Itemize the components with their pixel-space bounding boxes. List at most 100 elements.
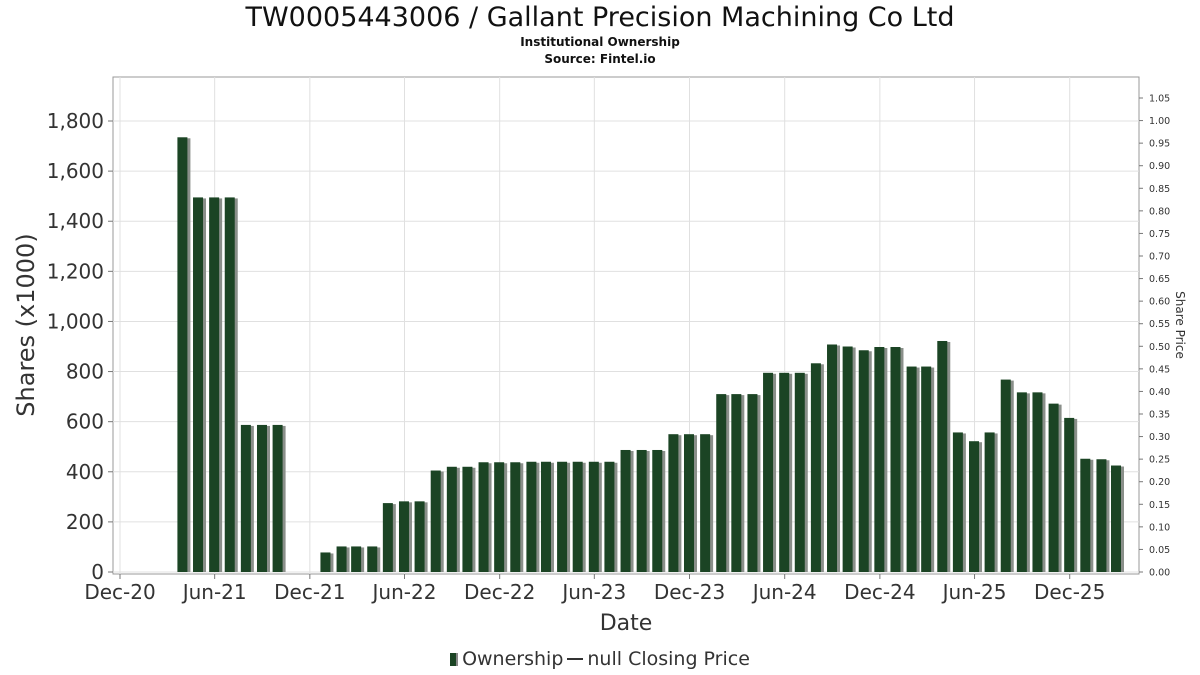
bar-fill <box>588 461 599 572</box>
bar <box>494 462 508 572</box>
chart-title: TW0005443006 / Gallant Precision Machini… <box>245 2 955 33</box>
y2-tick-label: 0.05 <box>1149 545 1170 556</box>
y-tick-label: 1,000 <box>47 309 104 333</box>
y2-tick-label: 0.30 <box>1149 432 1170 443</box>
y2-tick-label: 0.95 <box>1149 139 1170 150</box>
y2-tick-label: 0.25 <box>1149 455 1170 466</box>
bar <box>1111 465 1124 572</box>
closing-price-legend-line <box>567 658 584 660</box>
bar-fill <box>1016 392 1027 572</box>
bar <box>540 461 554 572</box>
legend: Ownership null Closing Price <box>0 648 1200 670</box>
bar-fill <box>430 470 441 572</box>
bar <box>430 470 444 572</box>
bar <box>526 461 540 572</box>
bar-fill <box>827 344 838 572</box>
ownership-legend-swatch <box>450 653 459 666</box>
bar <box>779 372 793 572</box>
bar-fill <box>700 434 711 572</box>
y2-tick-label: 1.00 <box>1149 116 1170 127</box>
bar <box>177 137 191 572</box>
bar <box>858 350 872 572</box>
bar-fill <box>272 424 283 572</box>
bar-fill <box>526 461 537 572</box>
bar-fill <box>747 394 758 572</box>
bar-fill <box>1048 403 1059 572</box>
y2-tick-label: 0.15 <box>1149 500 1170 511</box>
bar-fill <box>1000 379 1011 572</box>
y2-tick-label: 0.80 <box>1149 206 1170 217</box>
bar <box>636 449 650 572</box>
bar <box>747 394 761 572</box>
bar-fill <box>906 366 917 572</box>
bar <box>620 449 634 572</box>
x-axis: Dec-20 Jun-21 Dec-21 Jun-22 Dec-22 Jun-23 Dec-… <box>84 574 1105 604</box>
bar-fill <box>1064 417 1075 572</box>
legend-price-label: null Closing Price <box>587 648 750 670</box>
y2-tick-label: 0.35 <box>1149 410 1170 421</box>
bar-fill <box>937 340 948 572</box>
y2-tick-label: 1.05 <box>1149 94 1170 105</box>
bar <box>1080 458 1094 572</box>
bar-fill <box>557 461 568 572</box>
bar-fill <box>636 449 647 572</box>
bar <box>810 363 824 572</box>
y-tick-label: 1,400 <box>47 209 104 233</box>
bar <box>984 432 998 572</box>
bar-fill <box>209 197 220 573</box>
bar-fill <box>336 546 347 572</box>
bar-fill <box>256 424 267 572</box>
y2-tick-label: 0.60 <box>1149 297 1170 308</box>
bar <box>1064 417 1078 572</box>
bar <box>351 546 365 572</box>
bar-fill <box>193 197 204 573</box>
bar <box>921 366 935 572</box>
y-tick-label: 1,200 <box>47 259 104 283</box>
bar <box>209 197 223 573</box>
bar <box>240 424 254 572</box>
bar-fill <box>858 350 869 572</box>
bar <box>890 347 904 572</box>
bar <box>700 434 714 572</box>
bar-fill <box>810 363 821 572</box>
bar-fill <box>620 449 631 572</box>
y2-tick-label: 0.45 <box>1149 364 1170 375</box>
bar <box>1048 403 1062 572</box>
bar <box>906 366 920 572</box>
bar-fill <box>224 197 235 573</box>
bar <box>668 434 682 572</box>
bar <box>874 347 888 572</box>
y-tick-label: 200 <box>66 510 104 534</box>
bar <box>969 441 983 572</box>
right-y-axis: 0.00 0.05 0.10 0.15 0.20 0.25 0.30 0.35 0.40 0.45… <box>1139 94 1170 579</box>
bar <box>842 346 856 572</box>
bar-fill <box>874 347 885 572</box>
bar-fill <box>572 461 583 572</box>
y2-axis-title: Share Price <box>1173 291 1187 359</box>
bar <box>937 340 951 572</box>
x-tick-label: Jun-25 <box>941 580 1007 604</box>
bar-fill <box>414 501 425 572</box>
y-tick-label: 600 <box>66 410 104 434</box>
bar <box>478 462 492 572</box>
bar <box>1016 392 1030 572</box>
y2-tick-label: 0.85 <box>1149 184 1170 195</box>
y2-tick-label: 0.90 <box>1149 161 1170 172</box>
bar-fill <box>952 432 963 572</box>
x-tick-label: Jun-21 <box>181 580 247 604</box>
bar-fill <box>1032 392 1043 572</box>
bar-fill <box>446 466 457 572</box>
bar <box>604 461 618 572</box>
bar <box>827 344 841 572</box>
y-tick-label: 1,600 <box>47 159 104 183</box>
bar <box>683 434 697 572</box>
bar-fill <box>510 462 521 572</box>
chart-subtitle: Institutional Ownership <box>520 35 680 49</box>
bar <box>1000 379 1014 572</box>
bar-fill <box>763 372 774 572</box>
bar <box>193 197 207 573</box>
y2-tick-label: 0.75 <box>1149 229 1170 240</box>
x-tick-label: Jun-24 <box>751 580 817 604</box>
y-tick-label: 0 <box>91 560 104 584</box>
bar <box>398 501 412 572</box>
